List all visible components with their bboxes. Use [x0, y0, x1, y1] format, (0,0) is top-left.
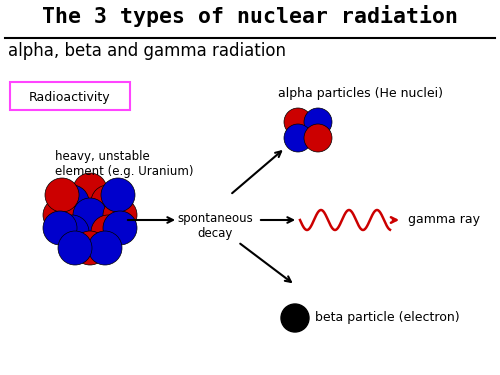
Circle shape — [58, 231, 92, 265]
Circle shape — [91, 185, 125, 219]
Circle shape — [45, 178, 79, 212]
Text: alpha, beta and gamma radiation: alpha, beta and gamma radiation — [8, 42, 286, 60]
Circle shape — [73, 173, 107, 207]
Text: gamma ray: gamma ray — [408, 213, 480, 226]
Text: Radioactivity: Radioactivity — [29, 90, 111, 104]
Circle shape — [103, 198, 137, 232]
Text: The 3 types of nuclear radiation: The 3 types of nuclear radiation — [42, 5, 458, 27]
Circle shape — [73, 198, 107, 232]
Circle shape — [55, 215, 89, 249]
Text: beta particle (electron): beta particle (electron) — [315, 312, 460, 324]
Text: alpha particles (He nuclei): alpha particles (He nuclei) — [278, 87, 442, 100]
Circle shape — [284, 124, 312, 152]
Circle shape — [88, 231, 122, 265]
Circle shape — [55, 185, 89, 219]
Circle shape — [73, 231, 107, 265]
Circle shape — [101, 178, 135, 212]
Circle shape — [43, 211, 77, 245]
Circle shape — [284, 108, 312, 136]
Text: spontaneous
decay: spontaneous decay — [177, 212, 253, 240]
Circle shape — [43, 198, 77, 232]
Circle shape — [304, 108, 332, 136]
Circle shape — [304, 124, 332, 152]
Circle shape — [281, 304, 309, 332]
Circle shape — [103, 211, 137, 245]
Bar — [10, 82, 130, 110]
Circle shape — [91, 215, 125, 249]
Text: heavy, unstable
element (e.g. Uranium): heavy, unstable element (e.g. Uranium) — [55, 150, 194, 178]
